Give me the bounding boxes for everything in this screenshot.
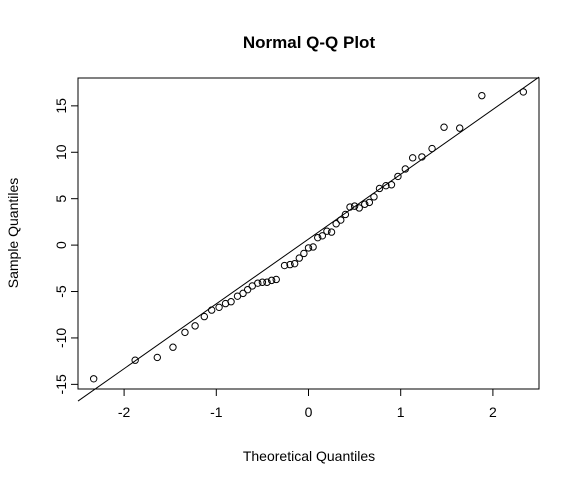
data-points xyxy=(89,88,528,383)
data-point xyxy=(519,88,528,96)
data-point xyxy=(200,312,209,321)
data-point xyxy=(227,298,235,306)
y-tick-label: 10 xyxy=(53,144,69,160)
y-tick-label: 0 xyxy=(53,241,69,249)
x-axis-label: Theoretical Quantiles xyxy=(243,448,375,464)
data-point xyxy=(478,91,486,100)
data-point xyxy=(456,124,464,132)
y-tick-label: -15 xyxy=(53,374,69,394)
data-point xyxy=(239,289,247,298)
x-tick-label: -1 xyxy=(210,404,223,420)
data-point xyxy=(327,228,336,236)
data-point xyxy=(272,275,280,284)
x-axis: -2 -1 0 1 2 xyxy=(118,388,497,420)
data-point xyxy=(370,193,378,201)
plot-frame xyxy=(77,77,540,390)
data-point xyxy=(254,279,262,287)
data-point xyxy=(304,244,313,252)
data-point xyxy=(309,243,317,251)
data-point xyxy=(394,172,402,181)
data-point xyxy=(341,210,350,219)
data-point xyxy=(169,343,177,351)
data-point xyxy=(408,154,417,162)
y-tick-label: -5 xyxy=(53,285,69,298)
data-point xyxy=(314,233,322,242)
data-point xyxy=(428,144,436,153)
x-tick-label: 1 xyxy=(397,404,405,420)
data-point xyxy=(387,181,396,189)
data-point xyxy=(375,184,384,193)
reference-line xyxy=(77,76,540,402)
data-point xyxy=(153,353,161,362)
data-point xyxy=(318,232,327,240)
data-point xyxy=(295,254,303,262)
y-tick-label: 15 xyxy=(53,98,69,114)
data-point xyxy=(290,259,299,268)
data-point xyxy=(243,285,252,294)
data-point xyxy=(346,203,354,211)
x-tick-label: 2 xyxy=(489,404,497,420)
y-axis-label: Sample Quantiles xyxy=(5,178,21,289)
x-tick-label: 0 xyxy=(305,404,313,420)
data-point xyxy=(191,322,199,330)
data-point xyxy=(131,356,139,364)
y-tick-label: 5 xyxy=(53,195,69,203)
data-point xyxy=(440,123,448,131)
data-point xyxy=(181,328,189,337)
data-point xyxy=(207,306,216,314)
data-point xyxy=(332,220,340,228)
y-tick-label: -10 xyxy=(53,328,69,348)
data-point xyxy=(337,216,345,224)
data-point xyxy=(258,278,267,286)
data-point xyxy=(323,227,331,235)
data-point xyxy=(382,181,390,190)
data-point xyxy=(300,249,308,258)
data-point xyxy=(365,198,374,207)
data-point xyxy=(418,153,426,161)
data-point xyxy=(215,303,223,312)
data-point xyxy=(361,200,369,208)
x-tick-label: -2 xyxy=(118,404,131,420)
data-point xyxy=(350,202,359,210)
data-point xyxy=(401,165,410,173)
chart-title: Normal Q-Q Plot xyxy=(243,33,376,52)
data-point xyxy=(286,260,294,269)
data-point xyxy=(280,261,289,270)
y-axis: -15 -10 -5 0 5 10 15 xyxy=(53,98,79,394)
data-point xyxy=(267,276,276,285)
data-point xyxy=(89,375,98,383)
data-point xyxy=(263,278,271,286)
data-point xyxy=(355,204,363,212)
